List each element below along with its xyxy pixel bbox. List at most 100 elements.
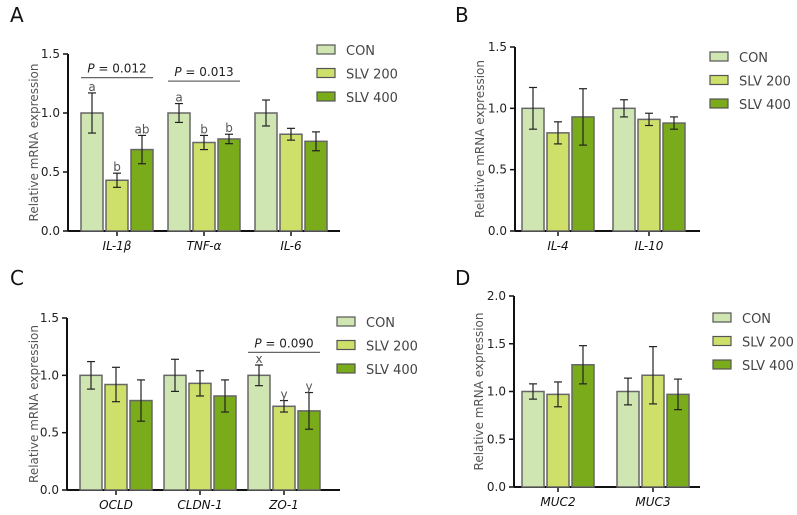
x-tick-label: IL-1β (103, 239, 132, 253)
y-axis-label: Relative mRNA expression (472, 313, 486, 471)
x-tick-label: IL-4 (547, 239, 568, 253)
legend-swatch (712, 335, 732, 347)
legend-swatch (336, 316, 356, 327)
legend-label: CON (739, 51, 768, 66)
p-value: = 0.012 (95, 62, 147, 76)
bar-slv-200 (279, 133, 303, 232)
panel-label: A (10, 3, 24, 27)
bar-slv-200 (637, 118, 661, 232)
p-symbol: P (254, 336, 262, 350)
y-tick-label: 1.0 (40, 368, 59, 382)
significance-letter: y (280, 388, 287, 402)
x-tick-label: IL-6 (280, 239, 302, 253)
legend-label: SLV 400 (346, 91, 398, 106)
y-axis-label: Relative mRNA expression (473, 60, 487, 218)
p-symbol: P (174, 65, 182, 79)
panel-label: B (455, 3, 469, 27)
p-value-label: P = 0.090 (254, 336, 313, 350)
y-tick-label: 1.5 (488, 40, 507, 54)
bar-con (521, 390, 545, 488)
legend-label: SLV 200 (739, 75, 791, 90)
y-tick-label: 0.5 (487, 432, 506, 446)
bar-slv-200 (272, 405, 296, 491)
y-tick-label: 0.0 (487, 480, 506, 494)
y-axis-label: Relative mRNA expression (27, 64, 41, 222)
legend-swatch (316, 44, 336, 55)
y-tick-label: 0.0 (488, 224, 507, 238)
x-tick-label: MUC3 (635, 495, 670, 509)
y-axis-label: Relative mRNA expression (27, 325, 41, 483)
x-tick-label: IL-10 (635, 239, 664, 253)
y-tick-label: 1.5 (41, 47, 60, 61)
x-tick-label: TNF-α (187, 239, 222, 253)
significance-letter: a (88, 80, 95, 94)
significance-letter: x (255, 352, 262, 366)
legend-swatch (336, 363, 356, 374)
y-tick-label: 1.5 (487, 337, 506, 351)
panel-label: D (455, 266, 470, 290)
bar-con (254, 112, 278, 232)
y-tick-label: 1.0 (487, 385, 506, 399)
y-tick-label: 1.0 (488, 101, 507, 115)
y-tick-label: 2.0 (487, 289, 506, 303)
legend-swatch (316, 91, 336, 102)
significance-letter: ab (135, 122, 150, 136)
significance-letter: b (225, 121, 233, 135)
significance-letter: a (175, 91, 182, 105)
legend-label: CON (346, 44, 375, 59)
p-value: = 0.013 (182, 65, 234, 79)
significance-letter: b (113, 160, 121, 174)
legend-label: CON (742, 312, 771, 327)
significance-letter: y (305, 380, 312, 394)
bar-slv-200 (192, 141, 216, 232)
legend-label: SLV 200 (366, 340, 418, 355)
p-value: = 0.090 (262, 336, 314, 350)
bar-slv-200 (188, 382, 212, 491)
legend-swatch (336, 339, 356, 351)
y-tick-label: 1.5 (40, 311, 59, 325)
y-tick-label: 0.5 (488, 163, 507, 177)
bar-con (79, 374, 103, 491)
legend-label: CON (366, 316, 395, 331)
legend-label: SLV 400 (366, 363, 418, 378)
p-value-label: P = 0.013 (174, 65, 233, 79)
bar-slv-400 (217, 138, 241, 232)
x-tick-label: MUC2 (540, 495, 575, 509)
bar-con (247, 374, 271, 491)
bar-slv-400 (304, 140, 328, 232)
x-tick-label: ZO-1 (268, 498, 299, 512)
y-tick-label: 0.5 (40, 426, 59, 440)
p-symbol: P (87, 62, 95, 76)
x-tick-label: CLDN-1 (177, 498, 222, 512)
y-tick-label: 0.0 (41, 224, 60, 238)
significance-letter: b (200, 122, 208, 136)
legend-label: SLV 400 (742, 359, 794, 374)
legend-swatch (709, 98, 729, 109)
legend-label: SLV 200 (346, 68, 398, 83)
legend-label: SLV 400 (739, 98, 791, 113)
y-tick-label: 0.5 (41, 165, 60, 179)
bar-con (163, 374, 187, 491)
legend-swatch (712, 359, 732, 370)
bar-con (616, 390, 640, 488)
legend-swatch (316, 67, 336, 79)
x-tick-label: OCLD (99, 498, 133, 512)
legend-label: SLV 200 (742, 336, 794, 351)
bar-con (612, 107, 636, 232)
bar-slv-200 (546, 132, 570, 232)
y-tick-label: 1.0 (41, 106, 60, 120)
p-value-label: P = 0.012 (87, 62, 146, 76)
legend-swatch (709, 74, 729, 86)
legend-swatch (712, 312, 732, 323)
panel-label: C (10, 266, 24, 290)
bar-slv-400 (662, 122, 686, 232)
bar-slv-200 (546, 393, 570, 488)
bar-con (167, 112, 191, 232)
y-tick-label: 0.0 (40, 483, 59, 497)
legend-swatch (709, 51, 729, 62)
